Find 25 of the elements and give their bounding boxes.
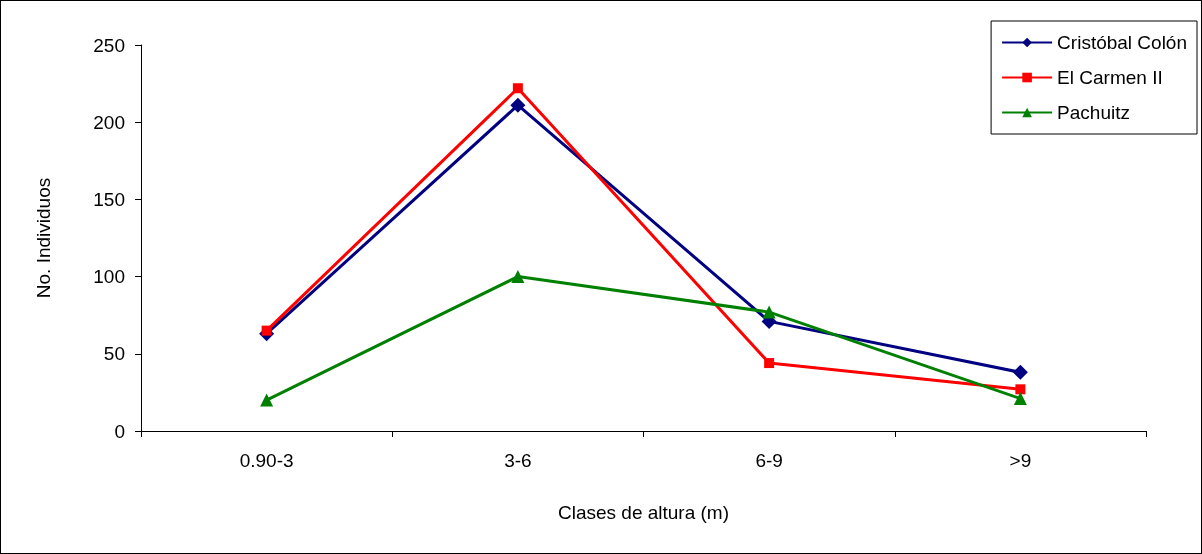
point	[512, 83, 523, 94]
y-tick-label: 0	[114, 420, 125, 442]
x-tick-label: 0.90-3	[239, 450, 294, 471]
x-axis-title: Clases de altura (m)	[557, 502, 730, 523]
y-tick-label: 50	[103, 343, 125, 365]
point	[510, 97, 526, 113]
point	[1012, 364, 1028, 380]
point	[764, 358, 775, 369]
point	[260, 393, 274, 407]
x-tick-label: >9	[1009, 450, 1032, 471]
x-tick-label: 6-9	[755, 450, 783, 471]
point	[261, 325, 272, 336]
point	[762, 305, 776, 319]
point	[1015, 384, 1026, 395]
y-tick-label: 150	[93, 188, 125, 210]
y-tick-label: 250	[93, 34, 125, 56]
legend-label: El Carmen II	[1057, 67, 1163, 88]
point	[511, 270, 525, 284]
legend-label: Cristóbal Colón	[1057, 32, 1188, 53]
point	[1013, 392, 1027, 406]
y-tick-label: 200	[93, 111, 125, 133]
y-axis-title: No. Individuos	[33, 177, 54, 299]
legend-label: Pachuitz	[1057, 102, 1130, 123]
x-tick-label: 3-6	[504, 450, 532, 471]
y-tick-label: 100	[93, 266, 125, 288]
